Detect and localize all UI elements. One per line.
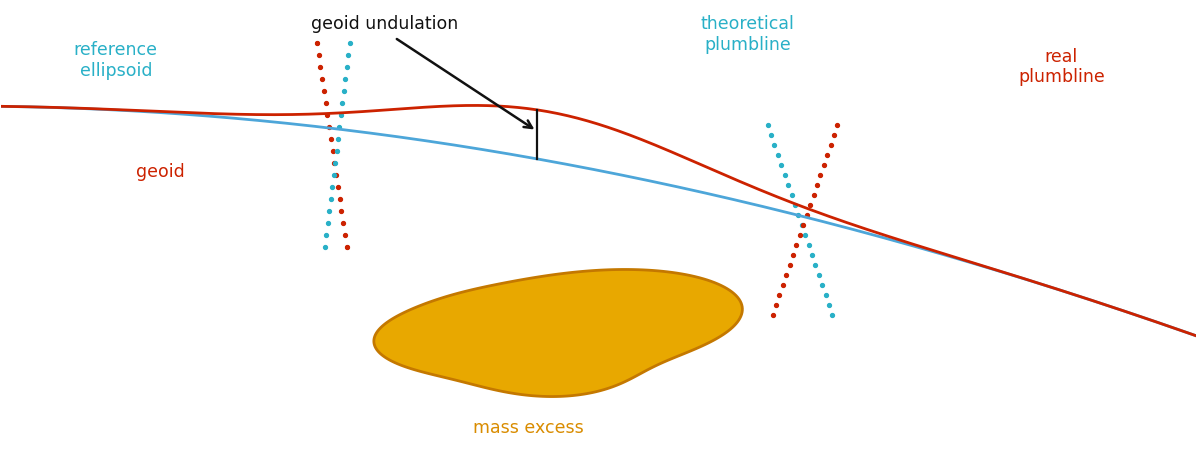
- Polygon shape: [373, 269, 742, 396]
- Text: geoid: geoid: [136, 163, 186, 181]
- Text: reference
ellipsoid: reference ellipsoid: [74, 41, 158, 80]
- Text: geoid undulation: geoid undulation: [311, 15, 458, 33]
- Text: theoretical
plumbline: theoretical plumbline: [700, 15, 795, 54]
- Text: real
plumbline: real plumbline: [1017, 48, 1105, 86]
- Text: mass excess: mass excess: [474, 419, 584, 437]
